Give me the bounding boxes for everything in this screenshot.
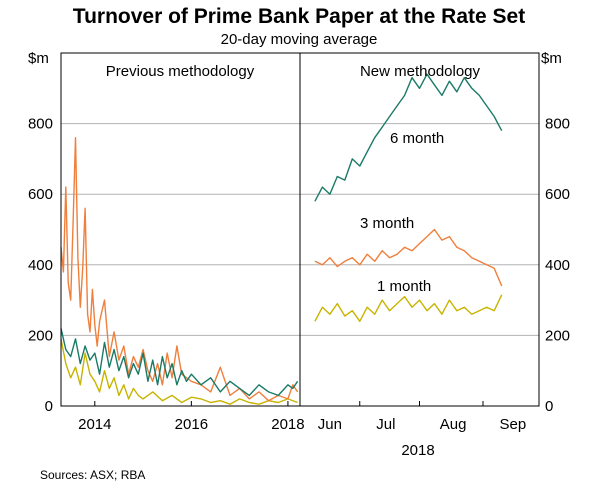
series-line-three-month xyxy=(314,228,503,287)
y-tick-label-left: 400 xyxy=(28,257,53,274)
series-line-one-month xyxy=(60,338,298,405)
x-tick-label: 2018 xyxy=(271,416,304,433)
x-tick-label: Jun xyxy=(318,416,342,433)
y-tick-label-left: 600 xyxy=(28,186,53,203)
x-tick-label: Jul xyxy=(376,416,395,433)
series-line-six-month xyxy=(314,73,503,202)
y-ticks-left: 0 200 400 600 800 xyxy=(28,116,53,415)
series-label-1-month: 1 month xyxy=(377,278,431,295)
x-tick-label: 2014 xyxy=(78,416,111,433)
panel-title-new: New methodology xyxy=(360,63,481,80)
chart-subtitle: 20-day moving average xyxy=(221,31,378,48)
series-line-one-month xyxy=(314,294,503,322)
x-tick-label: 2016 xyxy=(175,416,208,433)
y-tick-label-left: 0 xyxy=(45,398,53,415)
y-axis-unit-left: $m xyxy=(28,50,49,67)
x-tick-label: Aug xyxy=(440,416,467,433)
panel-title-previous: Previous methodology xyxy=(106,63,255,80)
panel-previous xyxy=(60,136,299,405)
panel-new xyxy=(314,73,503,322)
x-axis-year-label: 2018 xyxy=(401,442,434,459)
y-tick-label-left: 800 xyxy=(28,116,53,133)
series-line-three-month xyxy=(60,136,299,402)
source-note: Sources: ASX; RBA xyxy=(40,468,145,482)
y-tick-label-right: 200 xyxy=(545,327,570,344)
y-tick-label-right: 600 xyxy=(545,186,570,203)
x-ticks-previous: 2014 2016 2018 xyxy=(78,401,305,433)
y-ticks-right: 0 200 400 600 800 xyxy=(545,116,570,415)
x-ticks-new: Jun Jul Aug Sep xyxy=(318,401,526,433)
chart-title: Turnover of Prime Bank Paper at the Rate… xyxy=(73,5,525,28)
y-tick-label-right: 400 xyxy=(545,257,570,274)
y-axis-unit-right: $m xyxy=(541,50,562,67)
x-tick-label: Sep xyxy=(500,416,527,433)
y-tick-label-right: 0 xyxy=(545,398,553,415)
series-line-six-month xyxy=(60,328,299,397)
y-tick-label-left: 200 xyxy=(28,327,53,344)
series-label-6-month: 6 month xyxy=(390,130,444,147)
series-label-3-month: 3 month xyxy=(360,215,414,232)
y-tick-label-right: 800 xyxy=(545,116,570,133)
